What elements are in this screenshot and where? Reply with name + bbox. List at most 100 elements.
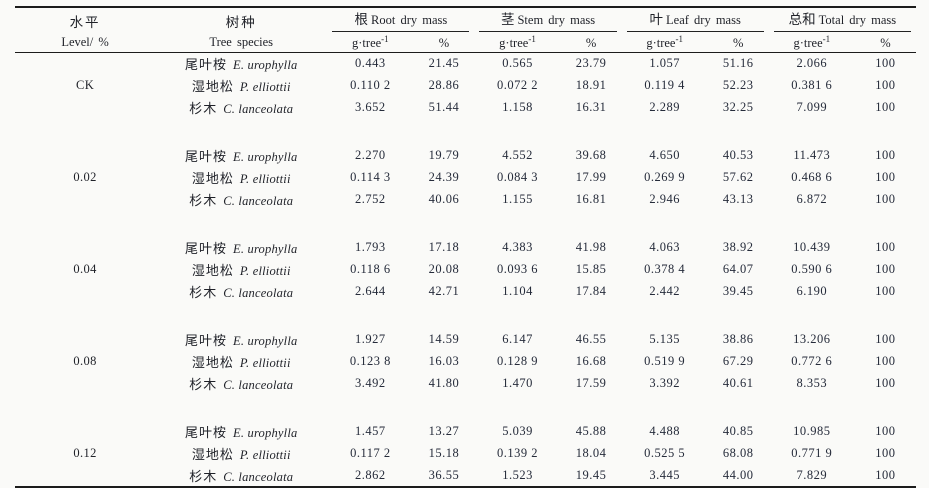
stem-mass-g: 0.139 2: [497, 446, 538, 460]
root-mass-pct: 20.08: [428, 262, 460, 276]
header-total-percent: %: [854, 33, 916, 53]
stem-mass-g: 0.072 2: [497, 78, 538, 92]
species-name-zh: 湿地松: [191, 447, 234, 462]
table-header: 水平 Level/ % 树种 Tree species 根 Root dry ma…: [15, 7, 916, 53]
table-row: 尾叶桉 E. urophylla 2.270 19.79 4.552 39.68 …: [15, 145, 916, 167]
header-row-groups: 水平 Level/ % 树种 Tree species 根 Root dry ma…: [15, 7, 916, 53]
root-mass-pct: 19.79: [428, 148, 460, 162]
root-mass-pct: 51.44: [428, 100, 460, 114]
leaf-mass-pct: 32.25: [722, 100, 754, 114]
leaf-mass-pct: 44.00: [722, 467, 754, 482]
species-cell: 杉木 C. lanceolata: [155, 465, 327, 487]
header-level: 水平 Level/ %: [15, 7, 156, 53]
table-row: 尾叶桉 E. urophylla 1.927 14.59 6.147 46.55 …: [15, 329, 916, 351]
root-mass-pct: 15.18: [428, 446, 460, 460]
stem-mass-pct: 45.88: [575, 424, 607, 438]
total-mass-g: 0.590 6: [791, 262, 833, 276]
species-name-zh: 尾叶桉: [185, 425, 228, 440]
dry-mass-table: 水平 Level/ % 树种 Tree species 根 Root dry ma…: [15, 6, 916, 488]
species-cell: 尾叶桉 E. urophylla: [155, 237, 327, 259]
header-level-zh: 水平: [69, 15, 101, 30]
species-name-zh: 湿地松: [191, 171, 234, 186]
unit-base: g·tree: [352, 35, 382, 50]
table-row: 0.02 湿地松 P. elliottii 0.114 3 24.39 0.084…: [15, 167, 916, 189]
species-name-latin: P. elliottii: [239, 264, 291, 278]
species-cell: 湿地松 P. elliottii: [155, 167, 327, 189]
block-spacer: [15, 303, 916, 329]
total-mass-g: 7.829: [796, 467, 828, 482]
root-mass-pct: 17.18: [428, 240, 460, 254]
root-mass-g: 2.270: [355, 148, 386, 162]
total-mass-pct: 100: [875, 170, 896, 184]
table-row: 杉木 C. lanceolata 2.752 40.06 1.155 16.81 …: [15, 189, 916, 211]
root-mass-pct: 40.06: [428, 192, 460, 206]
header-group-stem-label: 茎 Stem dry mass: [479, 8, 617, 32]
leaf-mass-g: 2.946: [649, 192, 680, 206]
unit-base: g·tree: [499, 35, 529, 50]
root-mass-g: 0.110 2: [350, 78, 391, 92]
header-root-zh: 根: [354, 12, 369, 27]
header-total-unit: g·tree-1: [768, 33, 855, 53]
total-mass-g: 6.872: [796, 192, 828, 206]
root-mass-g: 3.492: [355, 376, 386, 390]
leaf-mass-g: 3.445: [649, 467, 680, 482]
header-row-units: g·tree-1 % g·tree-1 % g·tree-1 % g·tree-…: [15, 33, 916, 53]
leaf-mass-pct: 57.62: [722, 170, 754, 184]
species-name-latin: E. urophylla: [233, 334, 298, 348]
species-cell: 杉木 C. lanceolata: [155, 373, 327, 395]
root-mass-pct: 41.80: [428, 376, 460, 390]
header-species-zh: 树种: [225, 15, 257, 30]
root-mass-pct: 21.45: [428, 56, 460, 71]
stem-mass-pct: 18.91: [575, 78, 607, 92]
root-mass-pct: 16.03: [428, 354, 460, 368]
root-mass-g: 0.117 2: [350, 446, 391, 460]
leaf-mass-pct: 38.86: [722, 332, 754, 346]
level-cell-empty: [15, 465, 155, 487]
leaf-mass-pct: 52.23: [722, 78, 754, 92]
stem-mass-g: 1.158: [502, 100, 533, 114]
total-mass-g: 0.772 6: [791, 354, 833, 368]
table-row: 尾叶桉 E. urophylla 1.457 13.27 5.039 45.88 …: [15, 421, 916, 443]
root-mass-g: 2.644: [355, 284, 386, 298]
species-name-zh: 杉木: [189, 377, 218, 392]
leaf-mass-g: 4.488: [649, 424, 680, 438]
leaf-mass-g: 0.519 9: [644, 354, 686, 368]
root-mass-g: 0.114 3: [350, 170, 391, 184]
header-group-root-label: 根 Root dry mass: [332, 8, 470, 32]
total-mass-g: 11.473: [793, 148, 831, 162]
leaf-mass-g: 0.378 4: [644, 262, 686, 276]
total-mass-g: 8.353: [796, 376, 828, 390]
stem-mass-g: 1.470: [502, 376, 533, 390]
level-cell-empty: [15, 281, 155, 303]
leaf-mass-g: 0.269 9: [644, 170, 686, 184]
root-mass-pct: 14.59: [428, 332, 460, 346]
total-mass-pct: 100: [875, 467, 896, 482]
header-leaf-zh: 叶: [649, 12, 664, 27]
species-name-latin: P. elliottii: [239, 356, 291, 370]
total-mass-g: 6.190: [796, 284, 828, 298]
level-cell: 0.04: [73, 262, 97, 276]
species-cell: 湿地松 P. elliottii: [155, 443, 327, 465]
level-cell-empty: [15, 373, 155, 395]
total-mass-pct: 100: [875, 148, 896, 162]
stem-mass-g: 0.093 6: [497, 262, 538, 276]
table-row: 尾叶桉 E. urophylla 1.793 17.18 4.383 41.98 …: [15, 237, 916, 259]
leaf-mass-pct: 38.92: [722, 240, 754, 254]
root-mass-g: 3.652: [355, 100, 386, 114]
unit-exponent: -1: [528, 33, 536, 44]
stem-mass-pct: 17.84: [575, 284, 607, 298]
species-name-latin: E. urophylla: [233, 150, 298, 164]
total-mass-g: 0.468 6: [791, 170, 833, 184]
header-group-leaf: 叶 Leaf dry mass: [622, 7, 769, 33]
species-name-latin: E. urophylla: [233, 58, 298, 73]
root-mass-g: 0.118 6: [350, 262, 391, 276]
total-mass-g: 10.985: [793, 424, 831, 438]
header-species-en: Tree species: [209, 35, 274, 49]
leaf-mass-g: 4.650: [649, 148, 680, 162]
unit-exponent: -1: [822, 33, 831, 44]
table-row: 杉木 C. lanceolata 3.652 51.44 1.158 16.31 …: [15, 97, 916, 119]
table-row: 0.04 湿地松 P. elliottii 0.118 6 20.08 0.093…: [15, 259, 916, 281]
root-mass-g: 2.752: [355, 192, 386, 206]
stem-mass-pct: 16.31: [575, 100, 607, 114]
stem-mass-pct: 19.45: [575, 467, 607, 482]
